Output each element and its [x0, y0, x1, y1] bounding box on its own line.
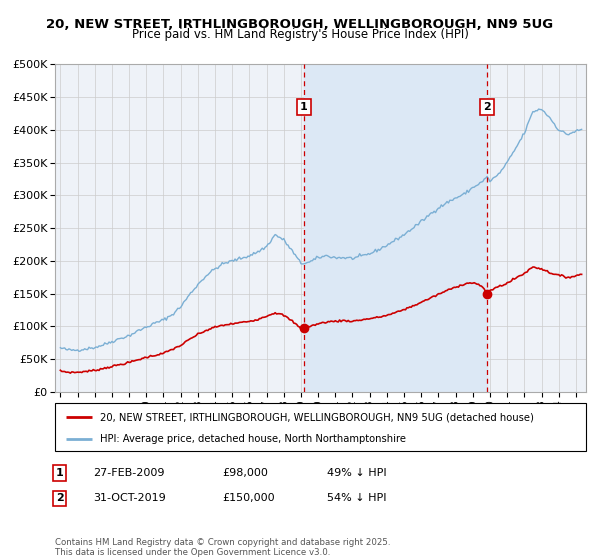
Text: 20, NEW STREET, IRTHLINGBOROUGH, WELLINGBOROUGH, NN9 5UG: 20, NEW STREET, IRTHLINGBOROUGH, WELLING…: [46, 18, 554, 31]
Text: 2: 2: [483, 102, 491, 112]
FancyBboxPatch shape: [55, 403, 586, 451]
Text: 31-OCT-2019: 31-OCT-2019: [93, 493, 166, 503]
Text: 1: 1: [299, 102, 307, 112]
Text: 1: 1: [56, 468, 64, 478]
Text: HPI: Average price, detached house, North Northamptonshire: HPI: Average price, detached house, Nort…: [100, 434, 406, 444]
Text: Contains HM Land Registry data © Crown copyright and database right 2025.
This d: Contains HM Land Registry data © Crown c…: [55, 538, 391, 557]
Text: £150,000: £150,000: [222, 493, 275, 503]
Text: Price paid vs. HM Land Registry's House Price Index (HPI): Price paid vs. HM Land Registry's House …: [131, 28, 469, 41]
Text: 2: 2: [56, 493, 64, 503]
Text: 20, NEW STREET, IRTHLINGBOROUGH, WELLINGBOROUGH, NN9 5UG (detached house): 20, NEW STREET, IRTHLINGBOROUGH, WELLING…: [100, 413, 534, 422]
Bar: [304, 64, 487, 392]
Text: 49% ↓ HPI: 49% ↓ HPI: [327, 468, 386, 478]
Text: 27-FEB-2009: 27-FEB-2009: [93, 468, 164, 478]
Text: 54% ↓ HPI: 54% ↓ HPI: [327, 493, 386, 503]
Text: £98,000: £98,000: [222, 468, 268, 478]
